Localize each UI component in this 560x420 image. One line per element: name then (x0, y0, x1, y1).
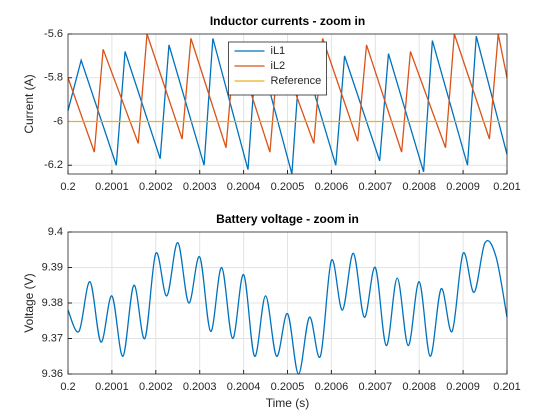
y-axis-label: Current (A) (22, 74, 36, 133)
x-tick-label: 0.2005 (271, 181, 305, 193)
chart-title: Inductor currents - zoom in (210, 14, 365, 28)
y-tick-label: -6.2 (44, 159, 63, 171)
x-tick-label: 0.2 (60, 381, 75, 393)
x-tick-label: 0.2006 (315, 181, 349, 193)
axes-box (67, 231, 508, 375)
x-axis-label: Time (s) (266, 396, 310, 410)
y-tick-label: -5.8 (44, 72, 63, 84)
x-tick-label: 0.2001 (95, 381, 129, 393)
x-tick-label: 0.2007 (358, 181, 392, 193)
x-tick-label: 0.2002 (139, 381, 173, 393)
chart-title: Battery voltage - zoom in (216, 212, 359, 226)
x-tick-label: 0.2002 (139, 181, 173, 193)
y-tick-label: 9.37 (42, 332, 63, 344)
x-tick-label: 0.2004 (227, 381, 261, 393)
y-axis-label: Voltage (V) (22, 273, 36, 332)
y-tick-label: -6 (53, 115, 63, 127)
y-tick-label: 9.4 (48, 226, 63, 238)
x-tick-label: 0.2008 (402, 181, 436, 193)
x-tick-label: 0.2 (60, 181, 75, 193)
x-tick-label: 0.201 (493, 381, 521, 393)
data-line (67, 239, 508, 375)
legend-label: Reference (271, 75, 322, 87)
y-tick-label: -5.6 (44, 28, 63, 40)
x-tick-label: 0.2005 (271, 381, 305, 393)
x-tick-label: 0.2007 (358, 381, 392, 393)
axes-box (67, 33, 508, 175)
y-tick-label: 9.38 (42, 297, 63, 309)
y-tick-label: 9.36 (42, 368, 63, 380)
x-tick-label: 0.2004 (227, 181, 261, 193)
x-tick-label: 0.2003 (183, 381, 217, 393)
y-tick-label: 9.39 (42, 261, 63, 273)
x-tick-label: 0.201 (493, 181, 521, 193)
x-tick-label: 0.2001 (95, 181, 129, 193)
x-tick-label: 0.2009 (446, 181, 480, 193)
x-tick-label: 0.2003 (183, 181, 217, 193)
legend-label: iL1 (271, 45, 286, 57)
x-tick-label: 0.2006 (315, 381, 349, 393)
x-tick-label: 0.2008 (402, 381, 436, 393)
x-tick-label: 0.2009 (446, 381, 480, 393)
legend-label: iL2 (271, 60, 286, 72)
